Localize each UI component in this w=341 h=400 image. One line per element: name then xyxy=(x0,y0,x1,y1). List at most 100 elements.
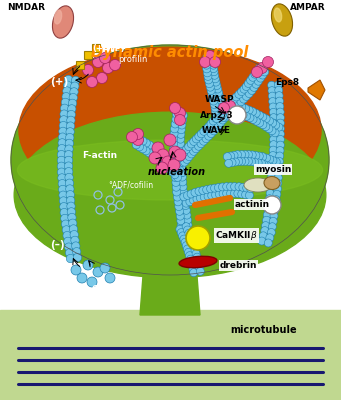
Circle shape xyxy=(213,82,221,90)
Circle shape xyxy=(217,109,224,117)
Circle shape xyxy=(103,62,114,74)
Circle shape xyxy=(177,149,184,157)
Circle shape xyxy=(197,130,205,138)
Text: WAVE: WAVE xyxy=(202,126,231,135)
Circle shape xyxy=(195,187,203,195)
Circle shape xyxy=(100,263,110,273)
Circle shape xyxy=(93,267,103,277)
Circle shape xyxy=(179,112,187,120)
Circle shape xyxy=(69,225,78,233)
Circle shape xyxy=(238,103,246,111)
Circle shape xyxy=(59,127,67,136)
Circle shape xyxy=(199,137,208,145)
Circle shape xyxy=(59,191,67,200)
Circle shape xyxy=(59,197,68,205)
Circle shape xyxy=(158,150,166,158)
Circle shape xyxy=(63,81,72,90)
Text: (+): (+) xyxy=(50,77,68,87)
Circle shape xyxy=(209,56,221,68)
Circle shape xyxy=(268,81,276,89)
Circle shape xyxy=(59,185,67,194)
Circle shape xyxy=(203,186,211,194)
Polygon shape xyxy=(308,80,325,100)
Circle shape xyxy=(152,142,164,154)
Circle shape xyxy=(169,140,178,148)
Circle shape xyxy=(152,146,160,154)
Circle shape xyxy=(226,189,235,198)
Circle shape xyxy=(241,150,249,158)
Circle shape xyxy=(57,156,65,165)
Circle shape xyxy=(236,110,244,118)
Text: profilin: profilin xyxy=(118,55,147,64)
Circle shape xyxy=(72,248,81,256)
Circle shape xyxy=(184,221,192,229)
Circle shape xyxy=(173,193,181,201)
Circle shape xyxy=(219,116,227,124)
Circle shape xyxy=(176,207,183,215)
Circle shape xyxy=(83,260,93,270)
Circle shape xyxy=(210,97,218,105)
Circle shape xyxy=(218,106,226,114)
Circle shape xyxy=(178,168,187,176)
Circle shape xyxy=(268,127,276,135)
Circle shape xyxy=(65,249,74,257)
Circle shape xyxy=(182,223,190,231)
Text: AMPAR: AMPAR xyxy=(290,3,326,12)
Circle shape xyxy=(234,100,242,108)
Circle shape xyxy=(178,164,186,172)
Circle shape xyxy=(235,157,243,165)
Circle shape xyxy=(64,156,73,165)
Circle shape xyxy=(266,155,274,163)
Circle shape xyxy=(183,216,192,224)
Circle shape xyxy=(148,151,156,159)
Text: NMDAR: NMDAR xyxy=(7,3,45,12)
Circle shape xyxy=(136,135,144,143)
Circle shape xyxy=(139,145,147,153)
Ellipse shape xyxy=(53,6,74,38)
Circle shape xyxy=(178,226,186,234)
Circle shape xyxy=(60,110,68,118)
Circle shape xyxy=(186,198,194,206)
Circle shape xyxy=(77,273,87,283)
Circle shape xyxy=(269,152,277,160)
Circle shape xyxy=(224,101,232,109)
Ellipse shape xyxy=(14,112,326,278)
Circle shape xyxy=(87,277,97,287)
Circle shape xyxy=(164,134,176,146)
Circle shape xyxy=(208,90,216,98)
Circle shape xyxy=(242,92,250,100)
Circle shape xyxy=(214,111,222,119)
Circle shape xyxy=(261,68,269,76)
Circle shape xyxy=(200,127,208,135)
Circle shape xyxy=(244,150,252,158)
Circle shape xyxy=(174,174,182,182)
Circle shape xyxy=(228,159,236,167)
Circle shape xyxy=(219,106,227,114)
Circle shape xyxy=(139,137,147,145)
Circle shape xyxy=(170,154,178,162)
Circle shape xyxy=(271,201,279,209)
Bar xyxy=(76,61,84,69)
Circle shape xyxy=(261,227,269,235)
Circle shape xyxy=(172,178,180,186)
Text: myosin: myosin xyxy=(255,165,291,174)
Circle shape xyxy=(247,76,255,84)
Circle shape xyxy=(274,174,282,182)
Circle shape xyxy=(269,217,277,225)
Circle shape xyxy=(209,61,218,69)
Circle shape xyxy=(135,143,144,151)
Circle shape xyxy=(255,64,263,72)
Circle shape xyxy=(190,138,198,146)
Circle shape xyxy=(191,188,199,196)
Circle shape xyxy=(177,135,184,143)
Circle shape xyxy=(190,147,198,155)
Circle shape xyxy=(269,156,277,164)
Circle shape xyxy=(207,87,215,95)
Ellipse shape xyxy=(275,8,282,22)
Circle shape xyxy=(186,233,194,241)
Circle shape xyxy=(155,148,163,156)
Text: CaMKII$\beta$: CaMKII$\beta$ xyxy=(215,229,258,242)
Circle shape xyxy=(187,140,195,148)
Circle shape xyxy=(209,65,218,73)
Circle shape xyxy=(192,135,200,143)
